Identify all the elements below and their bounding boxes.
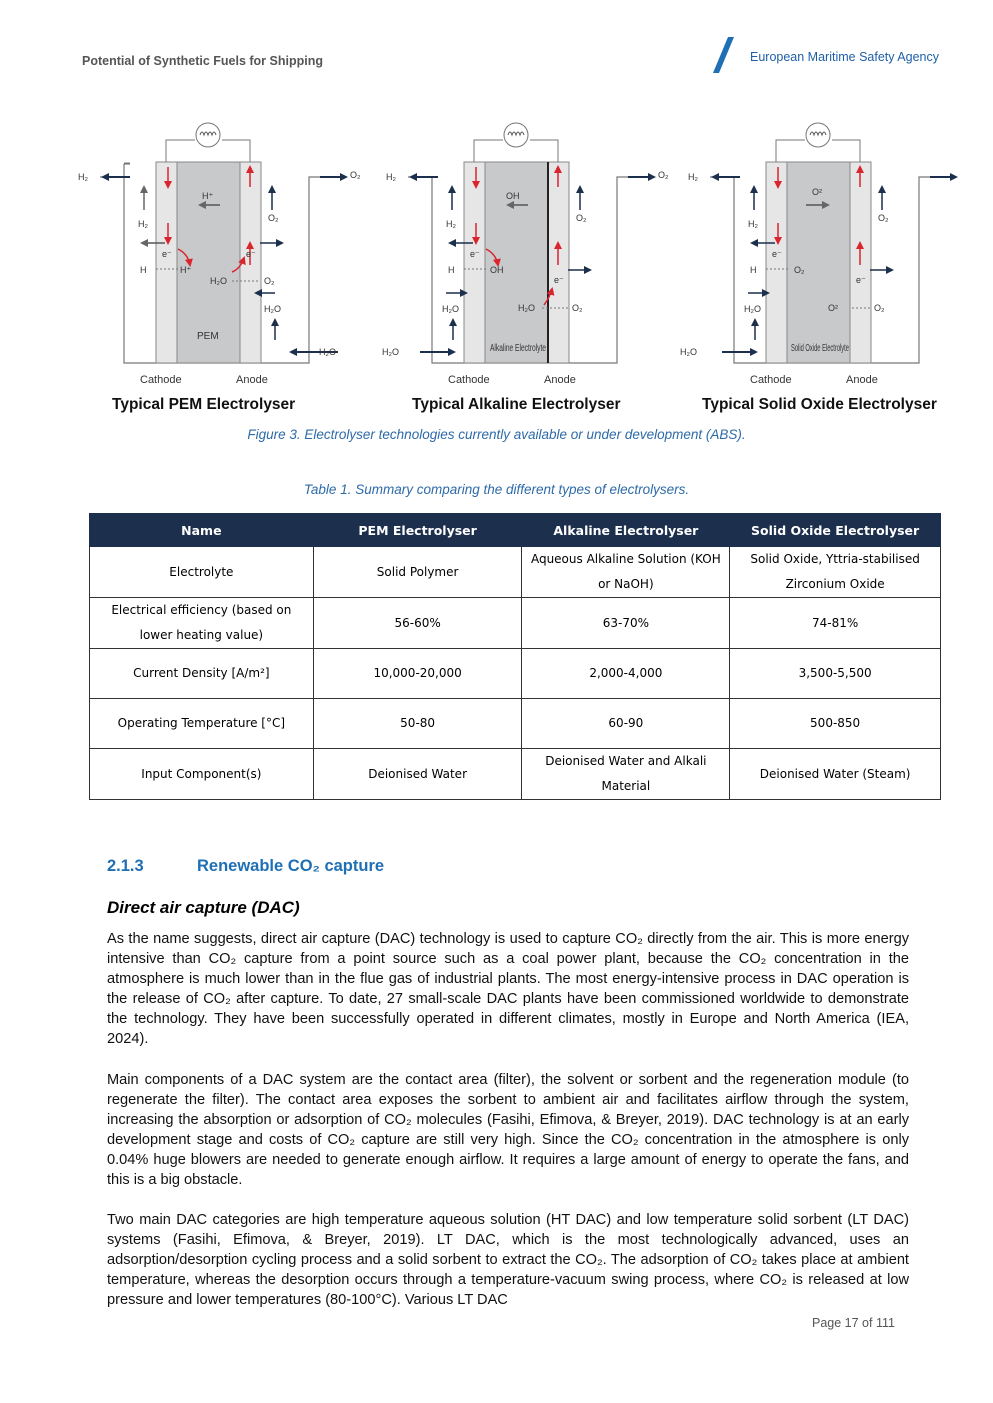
solid-oxide-electron-anode: e⁻ <box>856 275 866 285</box>
solid-oxide-cathode-ion: O₂ <box>794 265 805 275</box>
table-cell: 74-81% <box>729 597 941 649</box>
alkaline-diagram: H₂ O₂ OH H₂ H e⁻ OH e⁻ H₂O O₂ O₂ H₂O H₂O… <box>382 122 669 413</box>
alkaline-in-bottom: H₂O <box>382 347 399 357</box>
solid-oxide-cathode-h2o: H₂O <box>744 304 761 314</box>
solid-oxide-in-bottom: H₂O <box>680 347 697 357</box>
pem-out-right: O₂ <box>350 170 361 180</box>
table-row: Electrolyte Solid Polymer Aqueous Alkali… <box>89 546 941 598</box>
table-cell: Input Component(s) <box>89 748 314 800</box>
table-cell: Solid Polymer <box>312 546 523 598</box>
pem-electron-anode: e⁻ <box>246 249 256 259</box>
electrolyser-figure: H₂ O₂ H⁺ H₂ H e⁻ H⁺ e⁻ H₂O O₂ O₂ H₂O H₂O… <box>78 122 958 413</box>
alkaline-out-right: O₂ <box>658 170 669 180</box>
alkaline-anode-gas-top: O₂ <box>576 213 587 223</box>
table-cell: 56-60% <box>312 597 523 649</box>
alkaline-anode: Anode <box>544 374 576 386</box>
agency-name: European Maritime Safety Agency <box>750 50 939 64</box>
alkaline-electron-anode: e⁻ <box>554 275 564 285</box>
solid-oxide-cathode-gas: H₂ <box>748 219 758 229</box>
alkaline-electron-cathode: e⁻ <box>470 249 480 259</box>
table-cell: 50-80 <box>312 698 523 749</box>
pem-cathode: Cathode <box>140 374 182 386</box>
subsection-title: Direct air capture (DAC) <box>107 898 300 917</box>
solid-oxide-out-left: H₂ <box>688 172 698 182</box>
solid-oxide-anode-o2: O₂ <box>874 303 885 313</box>
alkaline-anode-h2o-inner: H₂O <box>518 303 535 313</box>
solid-oxide-cathode: Cathode <box>750 374 792 386</box>
table-cell: Deionised Water (Steam) <box>729 748 941 800</box>
alkaline-cathode-h2o: H₂O <box>442 304 459 314</box>
pem-title: Typical PEM Electrolyser <box>112 396 295 413</box>
pem-anode-h2o: H₂O <box>264 304 281 314</box>
solid-oxide-ion: O² <box>812 187 822 197</box>
column-header: PEM Electrolyser <box>312 513 523 547</box>
table-cell: 2,000-4,000 <box>521 648 731 699</box>
figure-caption: Figure 3. Electrolyser technologies curr… <box>247 427 746 442</box>
body-paragraph: As the name suggests, direct air capture… <box>107 931 909 1047</box>
document-title: Potential of Synthetic Fuels for Shippin… <box>82 54 323 68</box>
alkaline-cathode-gas: H₂ <box>446 219 456 229</box>
table-cell: Solid Oxide, Yttria-stabilised Zirconium… <box>729 546 941 598</box>
alkaline-title: Typical Alkaline Electrolyser <box>412 396 621 413</box>
table-cell: 500-850 <box>729 698 941 749</box>
solid-oxide-electrolyte: Solid Oxide Electrolyte <box>791 343 849 354</box>
alkaline-cathode-ion: OH <box>490 265 504 275</box>
solid-oxide-title: Typical Solid Oxide Electrolyser <box>702 396 937 413</box>
table-cell: 60-90 <box>521 698 731 749</box>
table-cell: 10,000-20,000 <box>312 648 523 699</box>
pem-anode: Anode <box>236 374 268 386</box>
table-row: Operating Temperature [°C] 50-80 60-90 5… <box>89 698 941 749</box>
solid-oxide-diagram: H₂ O₂ O² H₂ H e⁻ O₂ e⁻ O² O₂ O₂ H₂O H₂O … <box>680 122 958 413</box>
alkaline-ion: OH <box>506 191 520 201</box>
pem-electron-cathode: e⁻ <box>162 249 172 259</box>
table-cell: Deionised Water <box>312 748 523 800</box>
pem-electrolyte: PEM <box>197 331 219 342</box>
pem-anode-h2o-inner: H₂O <box>210 276 227 286</box>
alkaline-cathode: Cathode <box>448 374 490 386</box>
pem-cathode-species: H <box>140 265 147 275</box>
table-cell: 3,500-5,500 <box>729 648 941 699</box>
solid-oxide-cathode-species: H <box>750 265 757 275</box>
table-cell: Operating Temperature [°C] <box>89 698 314 749</box>
page-number: Page 17 of 111 <box>812 1316 895 1330</box>
solid-oxide-electron-cathode: e⁻ <box>772 249 782 259</box>
column-header: Alkaline Electrolyser <box>521 513 731 547</box>
pem-out-left: H₂ <box>78 172 88 182</box>
table-cell: Aqueous Alkaline Solution (KOH or NaOH) <box>521 546 731 598</box>
agency-logo-slash-icon <box>713 37 734 73</box>
column-header: Solid Oxide Electrolyser <box>729 513 941 547</box>
alkaline-cathode-species: H <box>448 265 455 275</box>
table-row: Input Component(s) Deionised Water Deion… <box>89 748 941 800</box>
pem-in-bottom: H₂O <box>319 347 336 357</box>
table-caption: Table 1. Summary comparing the different… <box>303 482 690 497</box>
solid-oxide-anode: Anode <box>846 374 878 386</box>
solid-oxide-anode-o2-ion: O² <box>828 303 838 313</box>
alkaline-electrolyte: Alkaline Electrolyte <box>490 343 546 354</box>
column-header: Name <box>89 513 314 547</box>
table-cell: Deionised Water and Alkali Material <box>521 748 731 800</box>
table-cell: Electrolyte <box>89 546 314 598</box>
table-row: Electrical efficiency (based on lower he… <box>89 597 941 649</box>
alkaline-anode-o2: O₂ <box>572 303 583 313</box>
pem-diagram: H₂ O₂ H⁺ H₂ H e⁻ H⁺ e⁻ H₂O O₂ O₂ H₂O H₂O… <box>78 122 361 413</box>
alkaline-out-left: H₂ <box>386 172 396 182</box>
solid-oxide-anode-gas-top: O₂ <box>878 213 889 223</box>
pem-ion: H⁺ <box>202 191 213 201</box>
pem-cathode-ion: H⁺ <box>180 265 191 275</box>
table-row: Current Density [A/m²] 10,000-20,000 2,0… <box>89 648 941 699</box>
table-cell: Electrical efficiency (based on lower he… <box>89 597 314 649</box>
pem-cathode-gas: H₂ <box>138 219 148 229</box>
pem-anode-gas-top: O₂ <box>268 213 279 223</box>
section-number: 2.1.3 <box>107 857 144 875</box>
electrolyser-summary-table: Name PEM Electrolyser Alkaline Electroly… <box>89 513 941 800</box>
table-header-row: Name PEM Electrolyser Alkaline Electroly… <box>89 513 941 547</box>
table-cell: Current Density [A/m²] <box>89 648 314 699</box>
pem-anode-o2: O₂ <box>264 276 275 286</box>
section-title: Renewable CO₂ capture <box>197 857 385 875</box>
table-cell: 63-70% <box>521 597 731 649</box>
body-paragraph: Main components of a DAC system are the … <box>107 1072 909 1188</box>
body-paragraph: Two main DAC categories are high tempera… <box>107 1212 909 1308</box>
